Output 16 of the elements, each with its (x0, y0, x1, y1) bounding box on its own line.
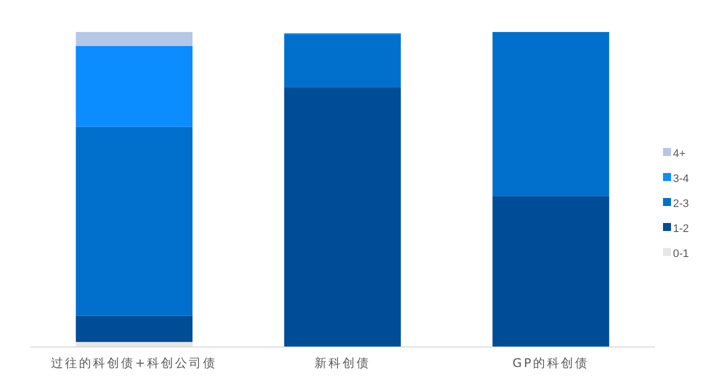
bar (284, 87, 401, 347)
bar (76, 32, 192, 46)
legend-label: 2-3 (673, 198, 689, 210)
bar (492, 196, 610, 347)
bar (284, 34, 401, 88)
x-tick-label: GP的科创债 (512, 356, 590, 370)
bar (76, 316, 192, 342)
bar (76, 46, 192, 127)
legend-label: 0-1 (673, 248, 689, 260)
bar (492, 32, 610, 196)
x-tick-label: 新科创债 (314, 356, 370, 370)
bar (76, 126, 192, 316)
legend-label: 1-2 (673, 223, 689, 235)
x-tick-label: 过往的科创债+科创公司债 (51, 356, 218, 370)
legend-label: 3-4 (673, 173, 689, 185)
legend-label: 4+ (673, 148, 686, 160)
